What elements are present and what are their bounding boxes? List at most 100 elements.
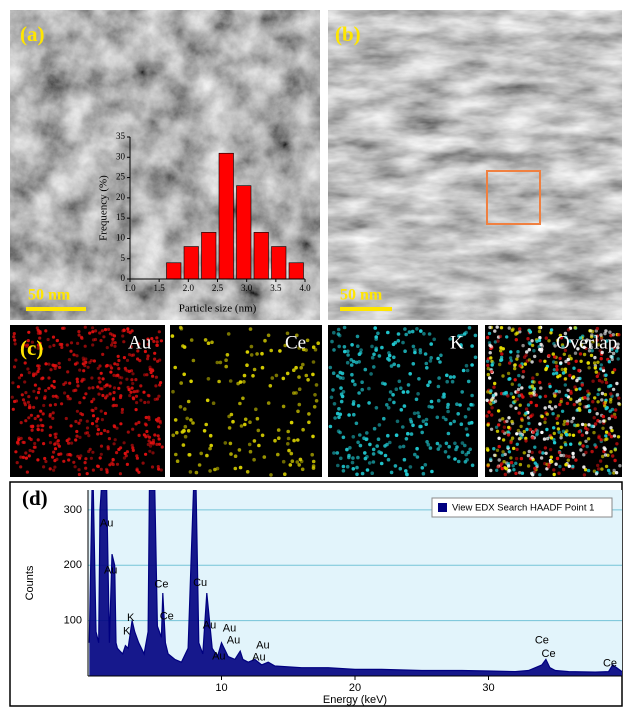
map-dot: [112, 397, 115, 400]
map-dot: [116, 363, 119, 366]
x-tick-label: 20: [349, 682, 361, 694]
map-dot: [554, 405, 557, 408]
map-dot: [156, 340, 159, 343]
map-dot: [238, 448, 242, 452]
map-dot: [527, 454, 530, 457]
map-dot: [269, 384, 273, 388]
map-dot: [294, 366, 298, 370]
map-dot: [49, 415, 52, 418]
map-dot: [227, 332, 231, 336]
map-dot: [12, 335, 15, 338]
map-dot: [490, 413, 493, 416]
map-dot: [407, 383, 411, 387]
map-dot: [145, 423, 148, 426]
map-dot: [135, 454, 138, 457]
x-tick-label: 2.0: [183, 283, 195, 293]
map-dot: [380, 346, 384, 350]
map-dot: [558, 403, 561, 406]
map-dot: [471, 403, 475, 407]
map-dot: [63, 391, 66, 394]
map-dot: [243, 423, 247, 427]
map-dot: [345, 448, 349, 452]
map-dot: [336, 451, 340, 455]
map-dot: [573, 385, 576, 388]
map-dot: [514, 332, 517, 335]
map-dot: [342, 469, 346, 473]
map-dot: [180, 327, 184, 331]
map-dot: [529, 401, 532, 404]
map-dot: [490, 370, 493, 373]
map-dot: [558, 357, 561, 360]
map-dot: [76, 378, 79, 381]
map-dot: [195, 471, 199, 475]
peak-label: Au: [203, 620, 216, 632]
map-dot: [467, 407, 471, 411]
map-dot: [501, 430, 504, 433]
map-dot: [485, 414, 488, 417]
map-dot: [584, 440, 587, 443]
map-dot: [210, 341, 214, 345]
map-dot: [38, 387, 41, 390]
map-dot: [507, 416, 510, 419]
map-dot: [555, 372, 558, 375]
map-dot: [550, 407, 553, 410]
map-dot: [512, 464, 515, 467]
map-dot: [386, 331, 390, 335]
map-dot: [437, 385, 441, 389]
map-dot: [609, 398, 612, 401]
map-dot: [514, 462, 517, 465]
map-dot: [457, 460, 461, 464]
map-dot: [356, 344, 360, 348]
map-dot: [365, 431, 369, 435]
map-dot: [528, 329, 531, 332]
map-dot: [174, 453, 178, 457]
map-dot: [143, 433, 146, 436]
y-tick-label: 10: [116, 232, 126, 242]
map-dot: [445, 380, 449, 384]
map-dot: [511, 329, 514, 332]
map-dot: [436, 357, 440, 361]
map-dot: [119, 422, 122, 425]
map-dot: [605, 431, 608, 434]
map-dot: [135, 401, 138, 404]
map-dot: [96, 385, 99, 388]
map-dot: [573, 326, 576, 329]
map-dot: [355, 422, 359, 426]
map-dot: [143, 401, 146, 404]
map-dot: [614, 416, 617, 419]
map-dot: [371, 356, 375, 360]
map-dot: [604, 453, 607, 456]
map-dot: [239, 466, 243, 470]
map-dot: [99, 387, 102, 390]
map-dot: [553, 394, 556, 397]
map-dot: [487, 373, 490, 376]
map-dot: [380, 462, 384, 466]
map-dot: [581, 423, 584, 426]
map-dot: [158, 359, 161, 362]
map-dot: [155, 376, 158, 379]
map-dot: [117, 367, 120, 370]
map-dot: [593, 443, 596, 446]
map-dot: [20, 421, 23, 424]
map-dot: [518, 394, 521, 397]
map-dot: [273, 439, 277, 443]
map-dot: [548, 385, 551, 388]
map-dot: [109, 332, 112, 335]
map-dot: [343, 345, 347, 349]
map-dot: [25, 457, 28, 460]
map-dot: [456, 412, 460, 416]
map-dot: [11, 381, 14, 384]
map-dot: [424, 422, 428, 426]
map-dot: [171, 334, 175, 338]
map-dot: [600, 438, 603, 441]
map-dot: [76, 380, 79, 383]
map-dot: [453, 457, 457, 461]
map-dot: [83, 378, 86, 381]
map-dot: [489, 469, 492, 472]
map-dot: [555, 368, 558, 371]
map-dot: [184, 425, 188, 429]
map-dot: [539, 386, 542, 389]
map-dot: [20, 374, 23, 377]
map-dot: [539, 343, 542, 346]
peak-label: Au: [223, 622, 236, 634]
